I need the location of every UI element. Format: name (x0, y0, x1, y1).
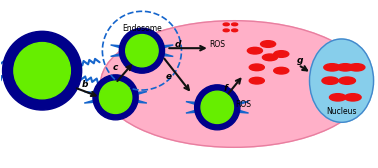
Polygon shape (84, 100, 97, 103)
Ellipse shape (99, 81, 132, 113)
Polygon shape (161, 45, 173, 48)
Polygon shape (224, 115, 230, 121)
Polygon shape (122, 83, 129, 89)
Circle shape (324, 64, 341, 71)
Polygon shape (129, 37, 135, 43)
Polygon shape (161, 53, 173, 56)
Text: f: f (224, 85, 228, 94)
Circle shape (344, 94, 361, 101)
Polygon shape (102, 105, 109, 111)
Circle shape (223, 29, 229, 32)
Circle shape (232, 23, 238, 26)
Circle shape (274, 67, 289, 74)
Text: d: d (175, 40, 181, 49)
Circle shape (330, 94, 346, 101)
Circle shape (274, 51, 289, 57)
Circle shape (337, 64, 353, 71)
Polygon shape (204, 93, 211, 99)
Circle shape (260, 41, 276, 47)
Circle shape (262, 54, 277, 61)
Polygon shape (84, 92, 97, 95)
Text: e: e (165, 72, 171, 81)
Polygon shape (111, 45, 123, 48)
Circle shape (348, 64, 365, 71)
Circle shape (232, 29, 238, 32)
Polygon shape (134, 92, 147, 95)
Polygon shape (111, 53, 123, 56)
Text: g: g (297, 56, 304, 65)
Polygon shape (149, 37, 155, 43)
Ellipse shape (101, 21, 368, 147)
Text: ROS: ROS (209, 40, 225, 49)
Polygon shape (129, 59, 135, 65)
Text: b: b (82, 79, 89, 89)
Text: Nucleus: Nucleus (326, 107, 357, 116)
Polygon shape (102, 83, 109, 89)
Polygon shape (186, 110, 198, 113)
Polygon shape (134, 100, 147, 103)
Ellipse shape (126, 35, 158, 67)
Polygon shape (122, 105, 129, 111)
Polygon shape (236, 102, 249, 105)
Text: ROS: ROS (235, 100, 252, 109)
Text: Endosome: Endosome (122, 24, 162, 33)
Circle shape (322, 77, 339, 84)
Ellipse shape (119, 28, 164, 73)
Polygon shape (236, 110, 249, 113)
Circle shape (339, 77, 355, 84)
Ellipse shape (14, 43, 70, 99)
Ellipse shape (195, 85, 240, 130)
Ellipse shape (201, 91, 234, 123)
Polygon shape (204, 115, 211, 121)
Ellipse shape (310, 39, 373, 122)
Polygon shape (224, 93, 230, 99)
Ellipse shape (3, 31, 82, 110)
Text: c: c (113, 63, 118, 72)
Circle shape (223, 23, 229, 26)
Ellipse shape (93, 75, 138, 120)
Circle shape (247, 47, 262, 54)
Polygon shape (186, 102, 198, 105)
Circle shape (249, 64, 264, 71)
Circle shape (249, 77, 264, 84)
Polygon shape (149, 59, 155, 65)
